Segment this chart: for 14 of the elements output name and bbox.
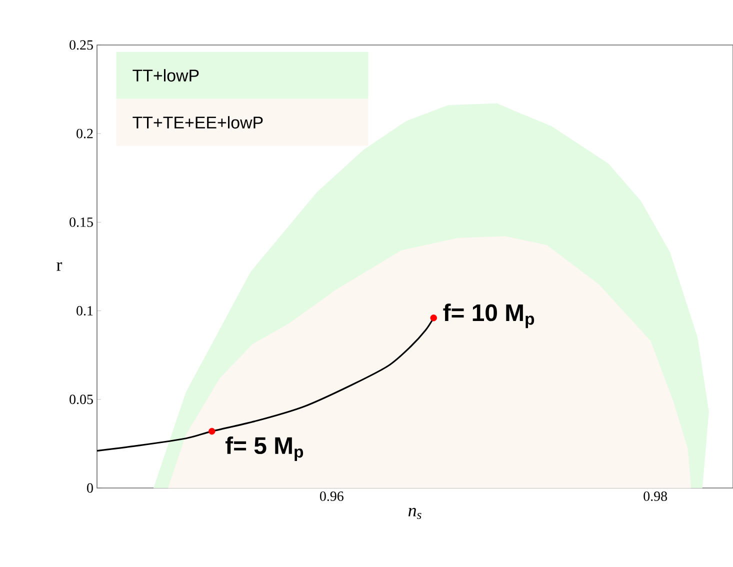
annotation: f= 5 M$_{p}$ bbox=[226, 436, 304, 462]
x-axis-title: n$_{s}$ bbox=[408, 508, 422, 519]
y-tick-label: 0.1 bbox=[76, 306, 93, 316]
x-tick-label: 0.98 bbox=[644, 492, 667, 501]
y-tick-label: 0.2 bbox=[76, 128, 93, 138]
text: TT+TE+EE+lowP bbox=[132, 116, 263, 129]
y-tick-label: 0.25 bbox=[70, 40, 93, 50]
y-tick-label: 0.05 bbox=[70, 394, 93, 404]
annotation: f= 10 M$_{p}$ bbox=[443, 304, 534, 328]
text: TT+lowP bbox=[132, 69, 199, 82]
y-axis-title: r bbox=[56, 262, 62, 271]
x-tick-label: 0.96 bbox=[320, 492, 344, 501]
y-tick-label: 0 bbox=[87, 483, 93, 493]
y-tick-label: 0.15 bbox=[70, 217, 93, 227]
